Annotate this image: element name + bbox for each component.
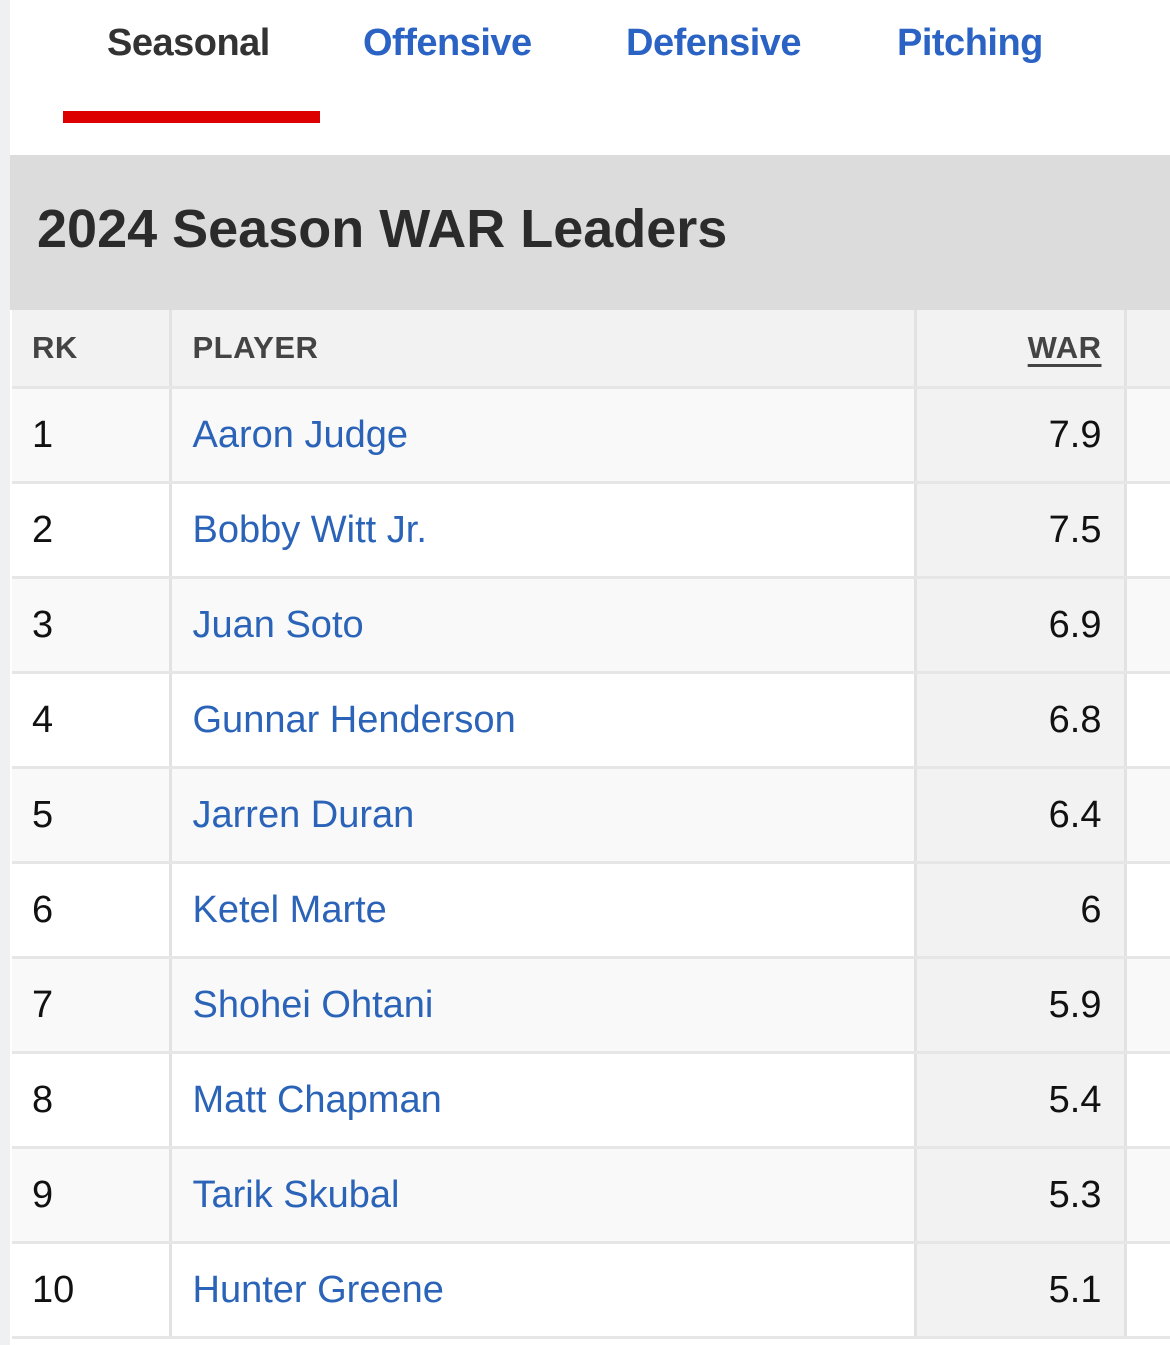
player-cell: Ketel Marte (170, 862, 917, 959)
war-cell: 6.8 (915, 672, 1127, 769)
player-cell: Jarren Duran (170, 767, 917, 864)
player-cell: Shohei Ohtani (170, 957, 917, 1054)
table-row: 10 Hunter Greene 5.1 (12, 1242, 1170, 1339)
war-cell: 5.1 (915, 1242, 1127, 1339)
table-row: 4 Gunnar Henderson 6.8 (12, 672, 1170, 769)
player-link[interactable]: Aaron Judge (192, 413, 409, 456)
extra-cell (1125, 482, 1170, 579)
war-cell: 6 (915, 862, 1127, 959)
war-cell: 5.3 (915, 1147, 1127, 1244)
player-link[interactable]: Shohei Ohtani (192, 983, 434, 1026)
player-link[interactable]: Jarren Duran (192, 793, 415, 836)
extra-cell (1125, 577, 1170, 674)
table-row: 1 Aaron Judge 7.9 (12, 387, 1170, 484)
player-link[interactable]: Ketel Marte (192, 888, 387, 931)
table-row: 2 Bobby Witt Jr. 7.5 (12, 482, 1170, 579)
player-link[interactable]: Matt Chapman (192, 1078, 442, 1121)
player-cell: Tarik Skubal (170, 1147, 917, 1244)
player-link[interactable]: Hunter Greene (192, 1268, 444, 1311)
table-row: 9 Tarik Skubal 5.3 (12, 1147, 1170, 1244)
title-band: 2024 Season WAR Leaders (10, 155, 1170, 310)
table-row: 7 Shohei Ohtani 5.9 (12, 957, 1170, 1054)
player-cell: Gunnar Henderson (170, 672, 917, 769)
left-edge (0, 0, 10, 1345)
table-row: 5 Jarren Duran 6.4 (12, 767, 1170, 864)
extra-cell (1125, 672, 1170, 769)
rank-cell: 9 (12, 1147, 172, 1244)
war-cell: 6.4 (915, 767, 1127, 864)
header-extra (1125, 310, 1170, 389)
extra-cell (1125, 1147, 1170, 1244)
player-link[interactable]: Tarik Skubal (192, 1173, 400, 1216)
player-cell: Aaron Judge (170, 387, 917, 484)
war-cell: 7.9 (915, 387, 1127, 484)
header-war[interactable]: WAR (915, 310, 1127, 389)
extra-cell (1125, 387, 1170, 484)
rank-cell: 1 (12, 387, 172, 484)
war-cell: 5.4 (915, 1052, 1127, 1149)
header-rk: RK (12, 310, 172, 389)
extra-cell (1125, 957, 1170, 1054)
player-cell: Hunter Greene (170, 1242, 917, 1339)
war-cell: 5.9 (915, 957, 1127, 1054)
player-cell: Matt Chapman (170, 1052, 917, 1149)
player-cell: Juan Soto (170, 577, 917, 674)
war-cell: 7.5 (915, 482, 1127, 579)
extra-cell (1125, 1242, 1170, 1339)
extra-cell (1125, 862, 1170, 959)
extra-cell (1125, 767, 1170, 864)
war-cell: 6.9 (915, 577, 1127, 674)
tab-offensive[interactable]: Offensive (363, 22, 532, 64)
rank-cell: 3 (12, 577, 172, 674)
rank-cell: 7 (12, 957, 172, 1054)
header-player: PLAYER (170, 310, 917, 389)
tab-pitching[interactable]: Pitching (897, 22, 1043, 64)
table-row: 8 Matt Chapman 5.4 (12, 1052, 1170, 1149)
rank-cell: 8 (12, 1052, 172, 1149)
rank-cell: 6 (12, 862, 172, 959)
table-row: 6 Ketel Marte 6 (12, 862, 1170, 959)
player-link[interactable]: Gunnar Henderson (192, 698, 516, 741)
stat-tabs: Seasonal Offensive Defensive Pitching (10, 0, 1170, 155)
rank-cell: 5 (12, 767, 172, 864)
player-cell: Bobby Witt Jr. (170, 482, 917, 579)
rank-cell: 2 (12, 482, 172, 579)
war-leaders-table: RK PLAYER WAR 1 Aaron Judge 7.9 2 Bobby Witt… (12, 310, 1170, 1339)
table-header-row: RK PLAYER WAR (12, 310, 1170, 389)
player-link[interactable]: Juan Soto (192, 603, 364, 646)
table-row: 3 Juan Soto 6.9 (12, 577, 1170, 674)
extra-cell (1125, 1052, 1170, 1149)
tab-defensive[interactable]: Defensive (626, 22, 802, 64)
sort-war-link[interactable]: WAR (1027, 330, 1102, 365)
rank-cell: 4 (12, 672, 172, 769)
tab-seasonal[interactable]: Seasonal (107, 22, 270, 64)
rank-cell: 10 (12, 1242, 172, 1339)
active-tab-indicator (63, 111, 320, 123)
page-title: 2024 Season WAR Leaders (37, 199, 728, 259)
player-link[interactable]: Bobby Witt Jr. (192, 508, 427, 551)
